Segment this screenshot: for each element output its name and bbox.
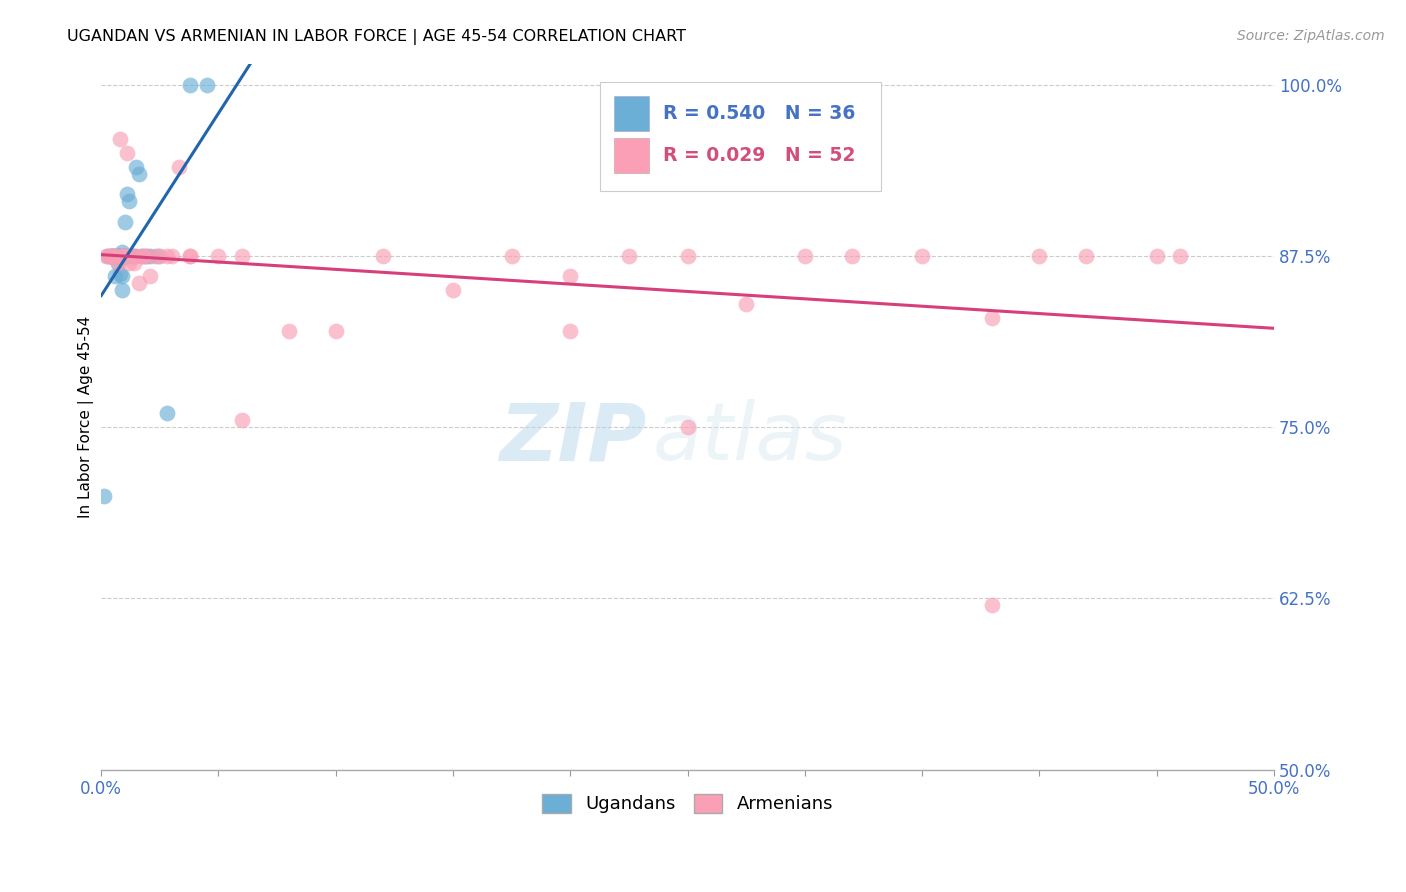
Point [115,146,138,161]
Point [100,249,122,263]
Point [122,256,145,270]
Point [135,249,157,263]
Point [981,310,1004,325]
Point [735,297,758,311]
Point [101,249,124,263]
Point [111,249,134,263]
Point [107,256,129,270]
Point [231,249,253,263]
Point [121,249,143,263]
Point [118,256,141,270]
Point [179,78,201,92]
Point [129,249,152,263]
Point [156,406,179,420]
Point [325,324,347,338]
Point [114,249,136,263]
Point [94,249,117,263]
Point [97,249,120,263]
Point [1028,249,1050,263]
Point [114,249,136,263]
Point [146,249,169,263]
Point [101,249,124,263]
Point [560,269,582,284]
Point [676,420,699,434]
Point [841,249,863,263]
Point [277,324,299,338]
Point [132,249,155,263]
Point [100,249,122,263]
Point [501,249,523,263]
Point [121,249,143,263]
Point [981,599,1004,613]
Point [139,249,162,263]
Point [114,249,136,263]
Point [111,249,134,263]
Point [560,324,582,338]
Point [104,249,127,263]
Point [231,413,253,427]
Point [111,244,134,259]
Point [617,249,640,263]
Text: R = 0.029   N = 52: R = 0.029 N = 52 [664,146,855,165]
Point [118,194,141,208]
Point [107,256,129,270]
Point [104,269,127,284]
Point [104,249,127,263]
Point [441,283,464,297]
Point [108,249,131,263]
Point [128,167,150,181]
Text: UGANDAN VS ARMENIAN IN LABOR FORCE | AGE 45-54 CORRELATION CHART: UGANDAN VS ARMENIAN IN LABOR FORCE | AGE… [67,29,686,45]
Point [195,78,218,92]
Point [179,249,201,263]
Text: R = 0.540   N = 36: R = 0.540 N = 36 [664,104,855,123]
Legend: Ugandans, Armenians: Ugandans, Armenians [534,786,841,821]
Point [149,249,172,263]
Point [1146,249,1168,263]
Point [793,249,815,263]
FancyBboxPatch shape [599,82,882,191]
Point [160,249,183,263]
Point [97,249,120,263]
Point [114,249,136,263]
Point [100,249,122,263]
Point [107,249,129,263]
Point [125,249,148,263]
FancyBboxPatch shape [613,138,650,173]
Point [101,249,124,263]
Point [114,214,136,228]
Point [371,249,394,263]
Point [108,249,131,263]
Point [93,489,115,503]
Point [911,249,934,263]
Point [115,187,138,202]
Point [111,283,134,297]
Point [156,249,179,263]
Point [122,249,145,263]
Text: atlas: atlas [652,399,848,477]
Point [135,249,157,263]
Point [143,249,166,263]
Point [108,267,131,281]
Text: Source: ZipAtlas.com: Source: ZipAtlas.com [1237,29,1385,43]
Y-axis label: In Labor Force | Age 45-54: In Labor Force | Age 45-54 [79,316,94,518]
Point [108,249,131,263]
Point [108,132,131,146]
Point [125,160,148,174]
Point [111,269,134,284]
Point [1168,249,1191,263]
Point [107,249,129,263]
Point [115,249,138,263]
Point [207,249,229,263]
FancyBboxPatch shape [613,95,650,131]
Point [139,269,162,284]
Point [1076,249,1098,263]
Point [132,249,155,263]
Point [179,249,201,263]
Point [114,249,136,263]
Point [115,249,138,263]
Text: ZIP: ZIP [499,399,647,477]
Point [128,277,150,291]
Point [167,160,190,174]
Point [676,249,699,263]
